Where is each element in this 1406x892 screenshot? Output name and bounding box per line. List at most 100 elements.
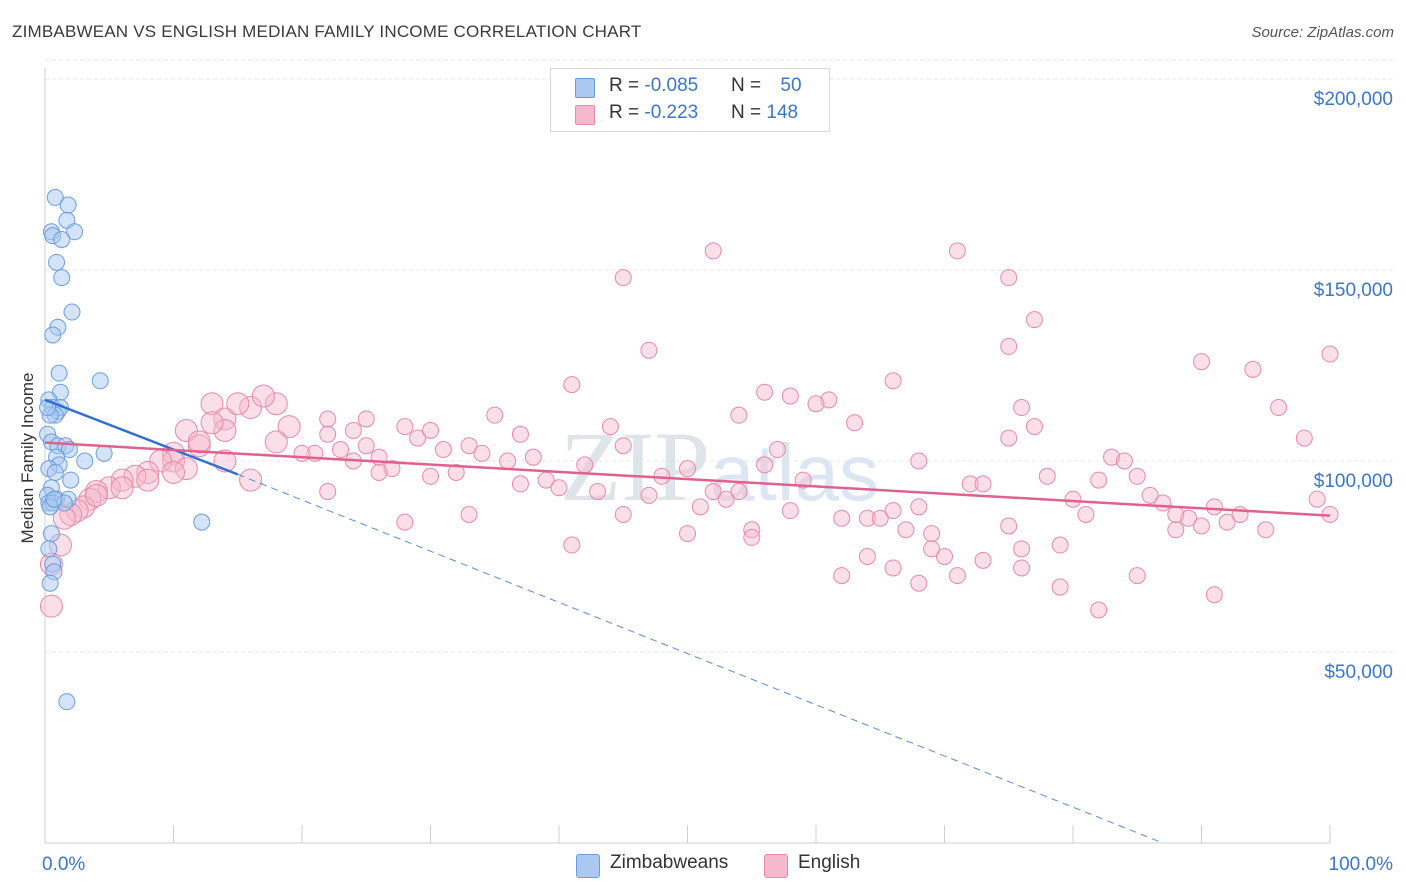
zimbabwean-point bbox=[66, 223, 84, 241]
english-point bbox=[370, 463, 388, 481]
english-point bbox=[447, 463, 465, 481]
y-tick-label: $200,000 bbox=[1314, 89, 1393, 110]
english-point bbox=[97, 476, 121, 500]
english-point bbox=[756, 383, 774, 401]
zimbabwean-point bbox=[50, 364, 68, 382]
english-point bbox=[434, 441, 452, 459]
english-point bbox=[768, 441, 786, 459]
english-point bbox=[72, 495, 96, 519]
zimbabwean-points bbox=[39, 188, 211, 711]
english-trend-line bbox=[44, 441, 1331, 517]
source-label: Source: ZipAtlas.com bbox=[1251, 24, 1394, 41]
english-point bbox=[614, 437, 632, 455]
english-point bbox=[704, 483, 722, 501]
english-point bbox=[743, 528, 761, 546]
english-point bbox=[871, 509, 889, 527]
zimbabwean-point bbox=[62, 471, 80, 489]
english-point bbox=[251, 384, 275, 408]
english-point bbox=[486, 406, 504, 424]
x-tick-labels: 0.0% 100.0% bbox=[42, 854, 1393, 875]
zimbabwean-point bbox=[45, 490, 63, 508]
english-point bbox=[187, 430, 211, 454]
legend-swatch-pink bbox=[575, 105, 595, 125]
zimbabwean-point bbox=[46, 188, 64, 206]
english-point bbox=[1115, 452, 1133, 470]
english-point bbox=[357, 437, 375, 455]
english-point bbox=[1295, 429, 1313, 447]
english-point bbox=[730, 406, 748, 424]
legend: R = -0.085 N = 50 R = -0.223 N = 148 bbox=[550, 68, 830, 132]
english-point bbox=[1103, 448, 1121, 466]
english-point bbox=[319, 410, 337, 428]
english-point bbox=[511, 425, 529, 443]
english-point bbox=[974, 551, 992, 569]
english-point bbox=[1077, 505, 1095, 523]
english-point bbox=[473, 444, 491, 462]
english-point bbox=[640, 341, 658, 359]
english-point bbox=[1000, 337, 1018, 355]
bottom-legend-label: Zimbabweans bbox=[610, 852, 729, 873]
english-point bbox=[1180, 509, 1198, 527]
english-point bbox=[200, 411, 224, 435]
zimbabwean-point bbox=[95, 444, 113, 462]
english-point bbox=[858, 548, 876, 565]
zimbabwean-point bbox=[41, 574, 59, 592]
english-point bbox=[897, 521, 915, 539]
english-point bbox=[78, 487, 102, 511]
english-point bbox=[264, 430, 288, 454]
zimbabwean-point bbox=[63, 303, 81, 321]
zimbabwean-point bbox=[53, 230, 71, 248]
english-point bbox=[1013, 559, 1031, 577]
english-point bbox=[1000, 269, 1018, 287]
zimbabwean-point bbox=[76, 452, 94, 470]
english-point bbox=[563, 536, 581, 554]
english-point bbox=[383, 460, 401, 478]
y-tick-label: $150,000 bbox=[1314, 280, 1393, 301]
english-point bbox=[601, 418, 619, 436]
bottom-legend-label: English bbox=[798, 852, 861, 873]
english-point bbox=[39, 594, 63, 618]
english-point bbox=[794, 471, 812, 489]
english-point bbox=[319, 483, 337, 501]
english-point bbox=[1167, 521, 1185, 539]
english-point bbox=[948, 567, 966, 585]
english-point bbox=[910, 574, 928, 592]
english-point bbox=[640, 486, 658, 504]
english-point bbox=[948, 242, 966, 260]
y-tick-label: $50,000 bbox=[1324, 662, 1393, 683]
english-point bbox=[1193, 353, 1210, 371]
english-point bbox=[1205, 498, 1223, 516]
english-point bbox=[396, 418, 414, 436]
english-point bbox=[884, 372, 902, 390]
zimbabwean-point bbox=[44, 326, 62, 344]
english-point bbox=[576, 456, 594, 474]
english-point bbox=[1128, 567, 1146, 585]
english-point bbox=[460, 437, 478, 455]
english-point bbox=[344, 421, 362, 439]
english-point bbox=[511, 475, 529, 493]
english-point bbox=[110, 476, 134, 500]
legend-n: N = 50 bbox=[731, 75, 802, 96]
english-point bbox=[162, 460, 185, 484]
legend-swatch-blue bbox=[575, 78, 595, 98]
zimbabwean-point bbox=[91, 372, 109, 390]
x-tick-label: 100.0% bbox=[1329, 854, 1394, 875]
zimbabwean-point bbox=[46, 463, 64, 481]
x-tick-label: 0.0% bbox=[42, 854, 85, 875]
english-point bbox=[614, 505, 632, 523]
english-point bbox=[756, 456, 774, 474]
gridlines bbox=[45, 59, 1395, 653]
zimbabwean-point bbox=[60, 441, 78, 459]
english-point bbox=[1000, 429, 1018, 447]
english-point bbox=[833, 567, 851, 585]
english-point bbox=[174, 418, 198, 442]
english-point bbox=[550, 479, 568, 497]
y-tick-label: $100,000 bbox=[1314, 471, 1393, 492]
english-point bbox=[1193, 517, 1210, 535]
english-point bbox=[200, 392, 224, 416]
english-point bbox=[110, 468, 134, 492]
english-point bbox=[910, 498, 928, 516]
english-point bbox=[409, 429, 427, 447]
legend-n: N = 148 bbox=[731, 102, 799, 123]
